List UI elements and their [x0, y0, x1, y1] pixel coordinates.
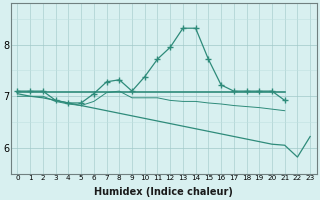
X-axis label: Humidex (Indice chaleur): Humidex (Indice chaleur): [94, 187, 233, 197]
